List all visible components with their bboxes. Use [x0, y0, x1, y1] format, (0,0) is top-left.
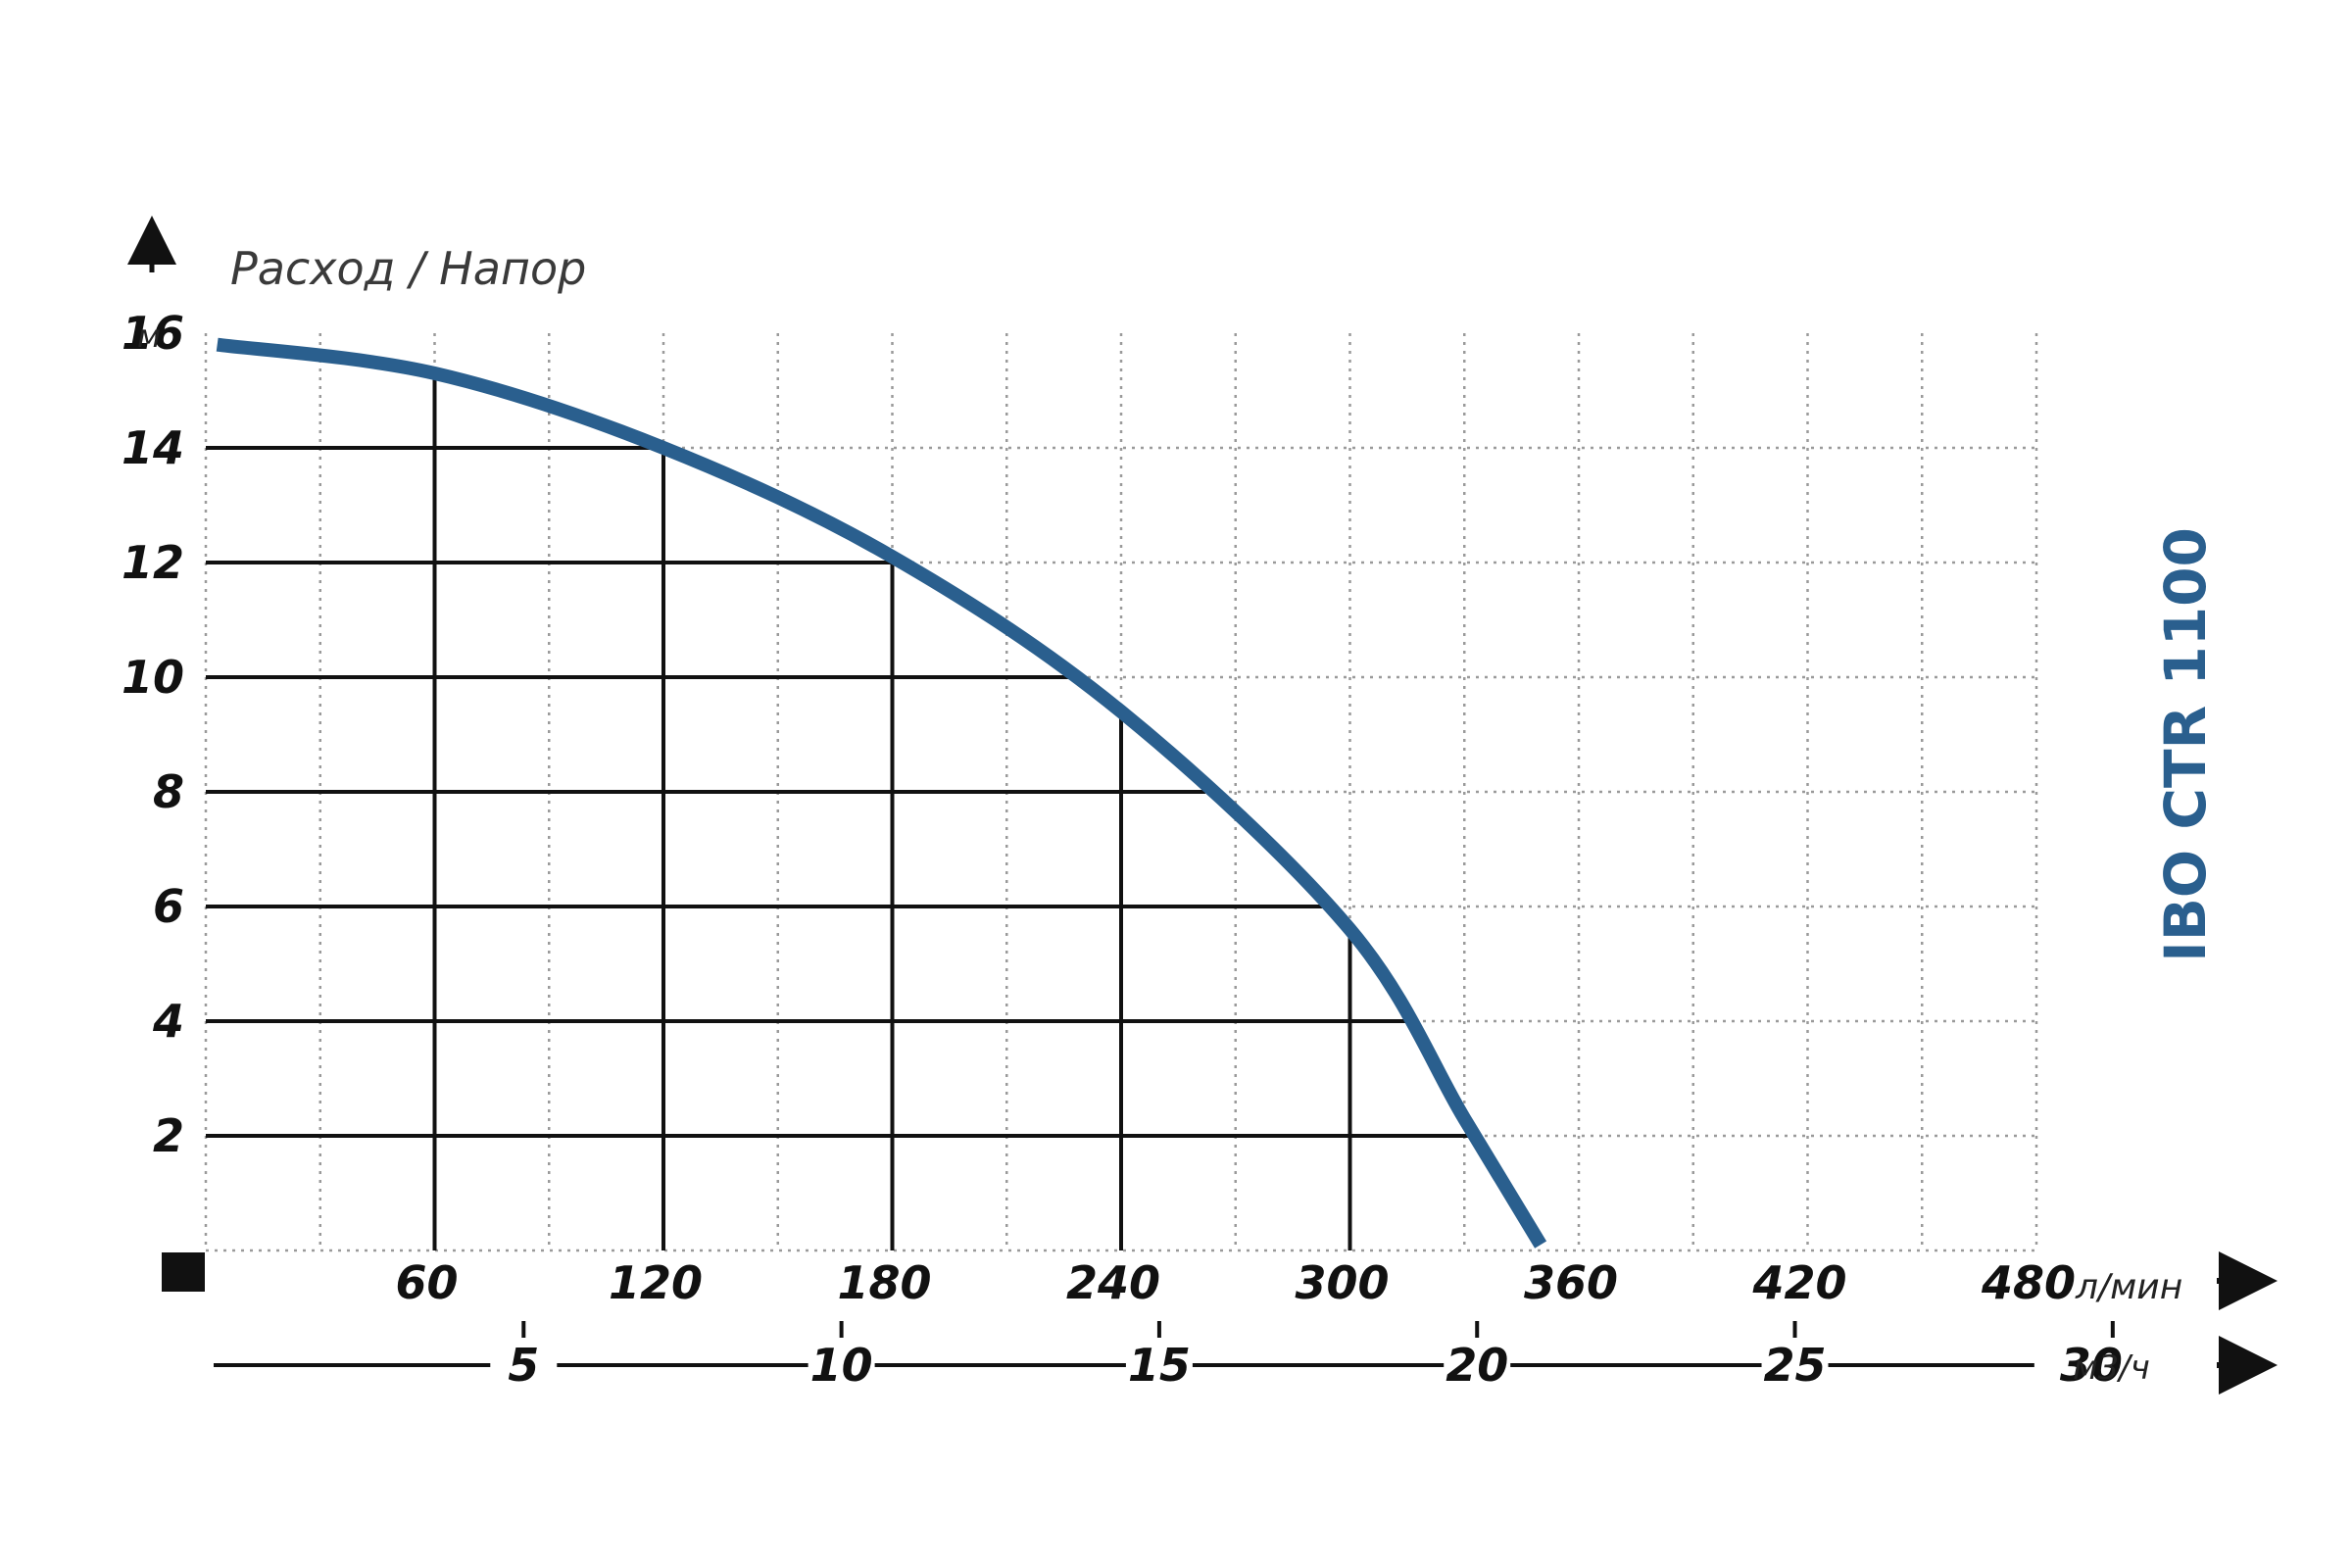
labels-layer: Расход / Напор IBO CTR 1100 2 4 6 8 10 12 14 16… [122, 242, 2219, 1392]
y-tick-label: 8 [153, 765, 184, 818]
y-unit-label: м [137, 318, 161, 355]
model-label: IBO CTR 1100 [2152, 527, 2219, 962]
y-tick-label: 2 [153, 1109, 184, 1162]
secondary-tick-label: 15 [1128, 1339, 1191, 1392]
x-tick-label: 60 [395, 1256, 458, 1309]
y-tick-label: 12 [122, 536, 184, 589]
axes-layer [127, 216, 2278, 1395]
secondary-tick-label: 20 [1446, 1339, 1508, 1392]
x-tick-label: 300 [1295, 1256, 1389, 1309]
secondary-tick-label: 30 [2060, 1339, 2123, 1392]
secondary-unit-label: м3/ч [2073, 1348, 2150, 1388]
x-unit-label: л/мин [2075, 1267, 2182, 1307]
origin-square [162, 1252, 205, 1292]
performance-curve [216, 337, 1547, 1249]
x-tick-label: 120 [609, 1256, 703, 1309]
x-tick-label: 480 [1981, 1256, 2076, 1309]
x-tick-label: 180 [837, 1256, 931, 1309]
chart-title: Расход / Напор [230, 242, 586, 295]
secondary-tick-label: 5 [508, 1339, 539, 1392]
y-tick-label: 14 [122, 421, 184, 474]
y-tick-label: 16 [122, 307, 184, 360]
secondary-tick-label: 25 [1764, 1339, 1827, 1392]
y-tick-label: 6 [153, 880, 184, 933]
y-tick-label: 10 [122, 651, 184, 704]
solid-grid [206, 372, 1475, 1250]
y-tick-label: 4 [152, 995, 184, 1048]
curve-layer [216, 337, 1547, 1249]
x-tick-label: 360 [1524, 1256, 1618, 1309]
x-tick-label: 420 [1751, 1256, 1846, 1309]
x-tick-label: 240 [1066, 1256, 1160, 1309]
secondary-tick-label: 10 [810, 1339, 873, 1392]
